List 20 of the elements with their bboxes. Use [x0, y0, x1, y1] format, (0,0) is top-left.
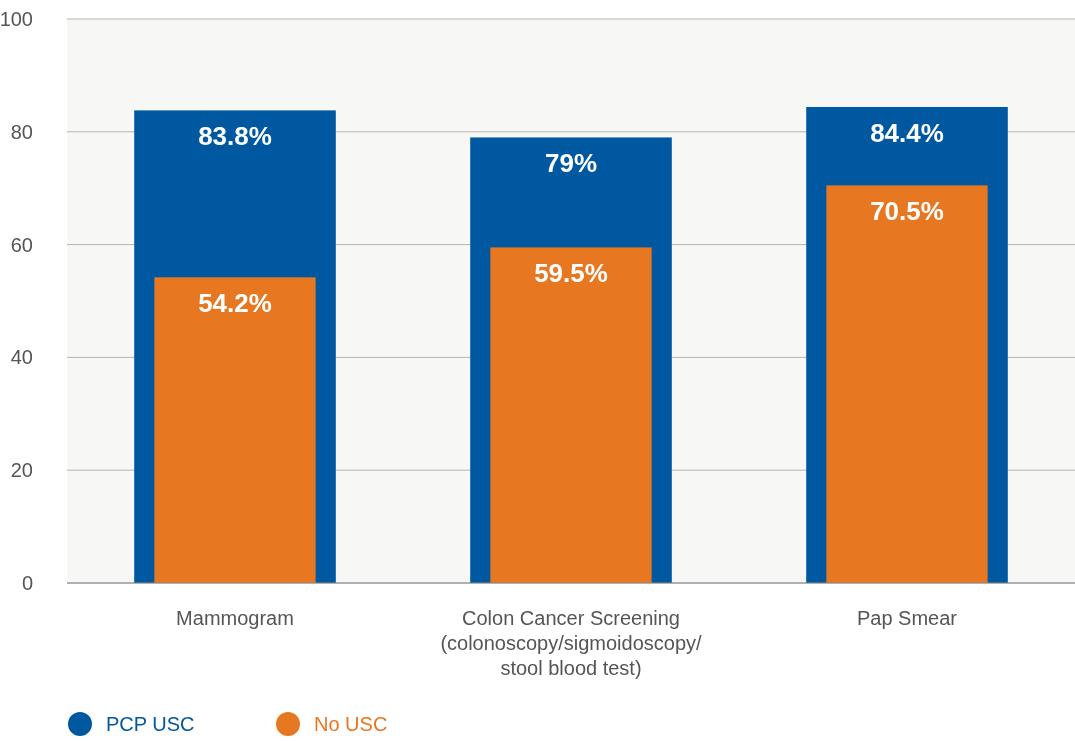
- x-tick-label: Pap Smear: [856, 607, 958, 629]
- legend-label: No USC: [314, 713, 388, 735]
- bar: [826, 185, 988, 583]
- y-tick-label: 40: [10, 346, 33, 369]
- bar: [490, 247, 652, 583]
- data-label: 83.8%: [198, 121, 272, 152]
- bar: [154, 277, 316, 583]
- y-tick-label: 100: [0, 8, 33, 30]
- data-label: 59.5%: [534, 258, 608, 289]
- data-label: 54.2%: [198, 288, 272, 319]
- data-label: 70.5%: [870, 196, 944, 227]
- data-label: 79%: [544, 148, 598, 179]
- legend-label: PCP USC: [106, 713, 195, 735]
- data-label: 84.4%: [870, 117, 944, 148]
- y-tick-label: 0: [21, 572, 33, 594]
- y-tick-label: 80: [10, 120, 33, 143]
- y-tick-label: 60: [10, 233, 33, 256]
- x-tick-label: Colon Cancer Screening (colonoscopy/sigmoidoscopy/ stool blood test): [440, 607, 703, 679]
- y-tick-label: 20: [10, 459, 33, 482]
- x-tick-label: Mammogram: [176, 607, 294, 629]
